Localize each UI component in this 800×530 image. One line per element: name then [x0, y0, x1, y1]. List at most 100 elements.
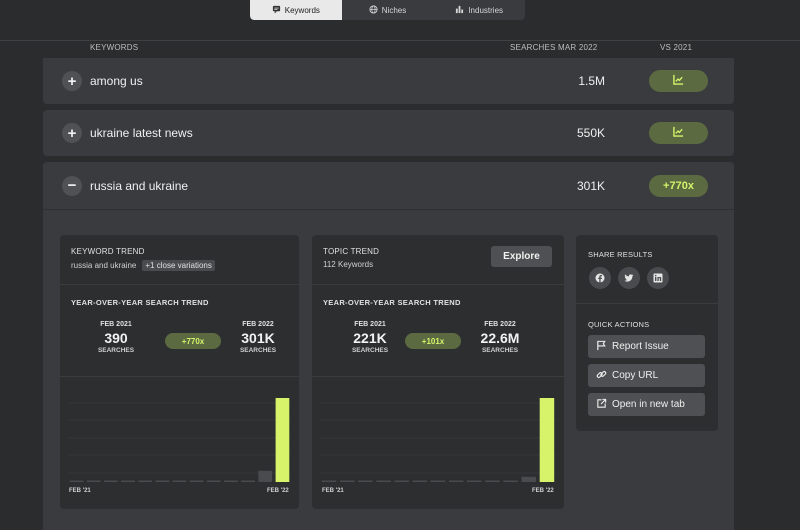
change-pill: +101x	[405, 333, 461, 349]
trend-badge[interactable]	[649, 122, 708, 144]
stat-value: 221K	[353, 330, 387, 346]
stat-to: FEB 2022 22.6M SEARCHES	[465, 321, 535, 354]
trend-bar[interactable]	[224, 480, 238, 483]
trend-bar[interactable]	[448, 480, 464, 483]
search-volume: 550K	[576, 126, 605, 140]
trend-bar[interactable]	[321, 480, 337, 483]
x-tick-label: FEB '21	[69, 488, 91, 494]
button-label: Copy URL	[612, 370, 659, 381]
tab-keywords[interactable]: Keywords	[250, 0, 342, 20]
globe-icon	[369, 4, 378, 16]
share-title: SHARE RESULTS	[588, 250, 653, 259]
trend-chart-icon	[673, 126, 684, 140]
trend-bar[interactable]	[206, 480, 221, 483]
trend-bar[interactable]	[521, 476, 537, 482]
trend-bar[interactable]	[275, 398, 290, 482]
stat-label: FEB 2021	[100, 321, 132, 328]
x-tick-label: FEB '21	[322, 488, 344, 494]
divider	[312, 284, 564, 285]
column-header-searches[interactable]: SEARCHES MAR 2022	[510, 43, 598, 52]
column-header-keywords[interactable]: KEYWORDS	[90, 43, 139, 52]
trend-bar[interactable]	[467, 480, 482, 483]
divider	[60, 284, 299, 285]
copy-url-button[interactable]: Copy URL	[588, 364, 705, 387]
trend-bar[interactable]	[241, 480, 255, 483]
trend-bar[interactable]	[121, 480, 135, 483]
keyword-label: among us	[90, 74, 143, 88]
trend-bar[interactable]	[172, 480, 187, 483]
divider	[576, 303, 718, 304]
trend-bar[interactable]	[539, 398, 555, 482]
trend-bar[interactable]	[340, 480, 355, 483]
bar-chart-icon	[455, 5, 464, 16]
trend-chart-icon	[673, 74, 684, 88]
trend-bar[interactable]	[376, 480, 391, 483]
tab-label: Niches	[381, 5, 407, 15]
topic-trend-chart	[320, 398, 556, 483]
trend-badge[interactable]	[649, 70, 708, 92]
column-header-vs[interactable]: VS 2021	[660, 43, 693, 52]
search-volume: 301K	[576, 178, 605, 193]
explore-button[interactable]: Explore	[491, 246, 552, 267]
keyword-name: russia and ukraine	[71, 261, 137, 270]
trend-bar[interactable]	[155, 480, 170, 483]
keyword-row[interactable]: − russia and ukraine 301K +770x	[43, 162, 734, 209]
linkedin-icon[interactable]	[647, 267, 669, 289]
trend-bar[interactable]	[189, 480, 204, 483]
expand-toggle[interactable]: +	[62, 123, 82, 143]
trend-bar[interactable]	[86, 480, 101, 483]
trend-bar[interactable]	[485, 480, 500, 483]
keyword-row[interactable]: + among us 1.5M	[43, 58, 734, 104]
stat-unit: SEARCHES	[351, 347, 389, 354]
trend-bar[interactable]	[412, 480, 428, 483]
yoy-title: YEAR-OVER-YEAR SEARCH TREND	[71, 298, 209, 307]
button-label: Report Issue	[612, 341, 669, 352]
button-label: Open in new tab	[612, 399, 685, 410]
stat-from: FEB 2021 390 SEARCHES	[81, 321, 151, 354]
keyword-trend-card: KEYWORD TREND russia and ukraine +1 close…	[60, 235, 299, 509]
x-tick-label: FEB '22	[267, 488, 289, 494]
report-issue-button[interactable]: Report Issue	[588, 335, 705, 358]
growth-badge: +770x	[649, 174, 708, 197]
tab-label: Industries	[468, 5, 504, 15]
divider	[60, 376, 299, 377]
link-icon	[596, 369, 607, 383]
view-tabs: Keywords Niches Industries	[250, 0, 525, 20]
card-subtitle: russia and ukraine +1 close variations	[71, 260, 215, 271]
topic-trend-card: TOPIC TREND 112 Keywords Explore YEAR-OV…	[312, 235, 564, 509]
tab-industries[interactable]: Industries	[433, 0, 525, 20]
chat-bubble-icon	[272, 5, 281, 16]
keyword-trend-chart	[68, 398, 291, 483]
tab-niches[interactable]: Niches	[342, 0, 434, 20]
external-link-icon	[596, 398, 607, 412]
trend-bar[interactable]	[358, 480, 373, 483]
share-card: SHARE RESULTS QUICK ACTIONS Report Issue	[576, 235, 718, 431]
trend-bar[interactable]	[258, 470, 273, 482]
variations-chip[interactable]: +1 close variations	[142, 260, 215, 271]
trend-bar[interactable]	[503, 480, 518, 483]
x-tick-label: FEB '22	[532, 488, 554, 494]
stat-label: FEB 2022	[242, 321, 274, 328]
twitter-icon[interactable]	[618, 267, 640, 289]
change-pill: +770x	[165, 333, 221, 349]
trend-bar[interactable]	[69, 480, 84, 483]
stat-label: FEB 2021	[354, 321, 386, 328]
keyword-row-expanded: − russia and ukraine 301K +770x KEYWORD …	[43, 162, 734, 530]
flag-icon	[596, 340, 607, 354]
keyword-label: russia and ukraine	[90, 178, 189, 193]
stat-value: 301K	[241, 330, 275, 346]
expand-toggle[interactable]: +	[62, 71, 82, 91]
trend-bar[interactable]	[138, 480, 152, 483]
keyword-label: ukraine latest news	[90, 126, 193, 140]
facebook-icon[interactable]	[589, 267, 611, 289]
trend-bar[interactable]	[104, 480, 118, 483]
collapse-toggle[interactable]: −	[62, 175, 82, 196]
trend-bar[interactable]	[430, 480, 446, 483]
divider	[312, 376, 564, 377]
stat-value: 390	[104, 330, 128, 346]
tab-label: Keywords	[284, 5, 320, 15]
open-in-new-tab-button[interactable]: Open in new tab	[588, 393, 705, 416]
keyword-row[interactable]: + ukraine latest news 550K	[43, 110, 734, 156]
trend-bar[interactable]	[394, 480, 409, 483]
